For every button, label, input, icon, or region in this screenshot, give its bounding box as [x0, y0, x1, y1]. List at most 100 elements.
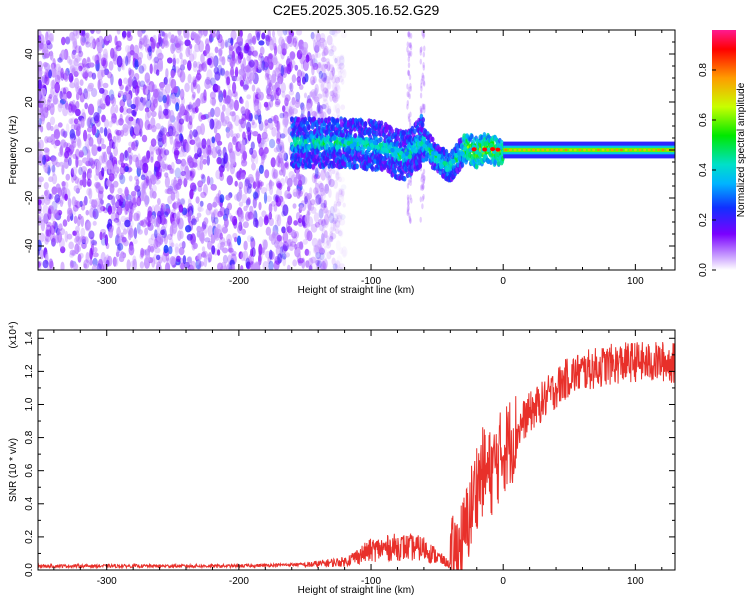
heatmap-cell — [190, 233, 197, 246]
heatmap-cell — [92, 252, 99, 258]
heatmap-cell — [116, 55, 123, 68]
heatmap-cell — [601, 148, 605, 152]
heatmap-cell — [178, 133, 183, 142]
heatmap-cell — [260, 150, 267, 161]
heatmap-cell — [139, 41, 145, 51]
heatmap-cell — [185, 110, 190, 123]
heatmap-cell — [185, 47, 191, 58]
heatmap-cell — [573, 148, 577, 152]
heatmap-cell — [159, 158, 165, 167]
heatmap-cell — [339, 247, 344, 255]
heatmap-cell — [352, 141, 357, 147]
heatmap-cell — [296, 30, 303, 36]
heatmap-cell — [127, 147, 132, 153]
heatmap-cell — [116, 226, 121, 236]
heatmap-cell — [312, 75, 317, 84]
heatmap-cell — [79, 179, 84, 186]
heatmap-cell — [460, 162, 465, 168]
heatmap-cell — [175, 159, 182, 165]
heatmap-cell — [252, 196, 257, 209]
heatmap-cell — [218, 47, 223, 57]
heatmap-cell — [81, 58, 87, 68]
heatmap-cell — [332, 263, 338, 270]
heatmap-cell — [114, 234, 121, 247]
heatmap-cell — [282, 204, 289, 217]
heatmap-cell — [318, 239, 322, 246]
heatmap-cell — [160, 203, 166, 209]
heatmap-cell — [205, 76, 211, 85]
heatmap-cell — [264, 214, 269, 221]
heatmap-cell — [230, 58, 237, 64]
heatmap-cell — [75, 123, 81, 132]
heatmap-cell — [124, 149, 128, 159]
heatmap-cell — [170, 43, 176, 54]
heatmap-cell — [93, 241, 98, 247]
heatmap-cell — [251, 119, 255, 126]
heatmap-cell — [232, 232, 238, 240]
heatmap-cell — [244, 42, 250, 51]
heatmap-cell — [132, 204, 136, 211]
heatmap-cell — [297, 257, 304, 264]
heatmap-cell — [280, 65, 284, 77]
heatmap-cell — [251, 162, 256, 171]
heatmap-cell — [177, 34, 183, 42]
heatmap-cell — [64, 151, 70, 159]
heatmap-cell — [225, 70, 229, 77]
heatmap-cell — [178, 247, 185, 256]
heatmap-cell — [315, 40, 322, 53]
heatmap-cell — [58, 103, 65, 109]
heatmap-cell — [177, 211, 181, 219]
heatmap-cell — [68, 72, 74, 83]
heatmap-cell — [180, 170, 187, 177]
x-tick-label: -200 — [229, 276, 249, 287]
heatmap-cell — [217, 33, 223, 44]
heatmap-cell — [187, 202, 194, 215]
heatmap-cell — [115, 251, 120, 258]
heatmap-cell — [73, 118, 79, 125]
heatmap-cell — [38, 72, 42, 82]
heatmap-cell — [406, 208, 410, 215]
heatmap-cell — [108, 60, 114, 71]
heatmap-cell — [326, 61, 331, 72]
heatmap-cell — [48, 176, 54, 183]
heatmap-cell — [301, 176, 308, 185]
heatmap-cell — [252, 210, 256, 222]
heatmap-cell — [170, 161, 175, 171]
heatmap-cell — [338, 62, 345, 70]
heatmap-cell — [125, 189, 129, 197]
heatmap-cell — [113, 163, 118, 173]
heatmap-cell — [234, 194, 240, 201]
heatmap-cell — [304, 213, 310, 225]
heatmap-cell — [310, 206, 317, 214]
heatmap-cell — [181, 96, 185, 106]
heatmap-cell — [118, 78, 123, 87]
heatmap-cell — [235, 132, 241, 139]
heatmap-cell — [422, 168, 426, 175]
heatmap-cell — [65, 36, 71, 45]
heatmap-cell — [224, 39, 228, 48]
y-tick-label: 0.0 — [24, 563, 35, 577]
heatmap-cell — [174, 167, 182, 179]
heatmap-cell — [91, 264, 98, 270]
heatmap-cell — [192, 50, 197, 60]
heatmap-cell — [206, 149, 213, 156]
heatmap-cell — [217, 152, 222, 165]
heatmap-cell — [335, 172, 341, 180]
heatmap-cell — [86, 148, 91, 161]
heatmap-cell — [139, 220, 145, 227]
heatmap-cell — [75, 108, 81, 117]
heatmap-cell — [101, 143, 107, 150]
heatmap-cell — [108, 89, 115, 101]
heatmap-cell — [321, 72, 327, 82]
heatmap-cell — [406, 46, 409, 53]
heatmap-cell — [335, 145, 340, 151]
heatmap-cell — [175, 43, 180, 48]
heatmap-cell — [315, 41, 321, 47]
heatmap-cell — [116, 233, 120, 243]
heatmap-cell — [54, 221, 58, 234]
y-tick-label: 0.8 — [24, 430, 35, 444]
heatmap-cell — [393, 169, 398, 175]
heatmap-cell — [372, 140, 378, 146]
heatmap-cell — [222, 97, 229, 104]
heatmap-cell — [334, 228, 340, 234]
